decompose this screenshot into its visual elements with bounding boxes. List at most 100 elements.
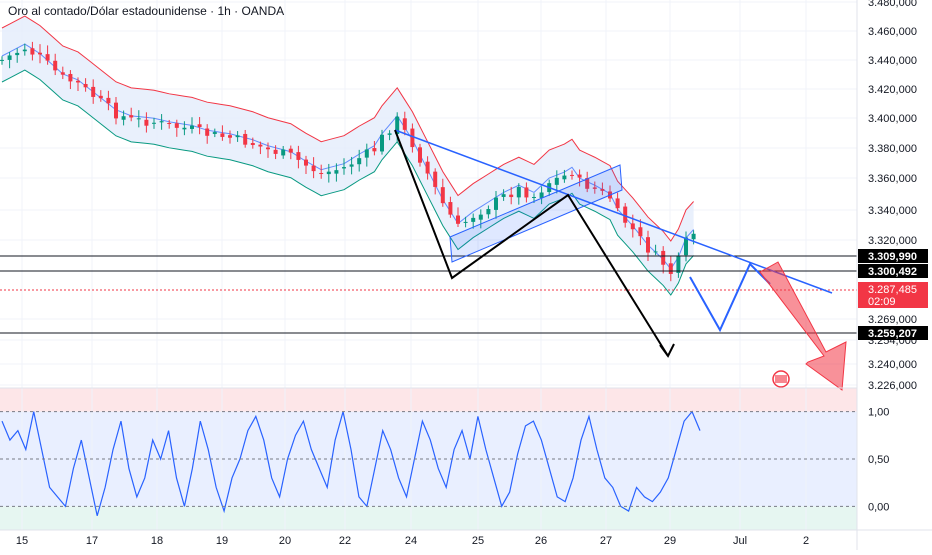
candle-body bbox=[152, 122, 156, 124]
candle-body bbox=[456, 215, 460, 224]
candle-body bbox=[190, 125, 194, 129]
y-tick-label: 3.420,000 bbox=[868, 84, 917, 96]
candle-body bbox=[311, 165, 316, 172]
candle-body bbox=[212, 132, 217, 134]
countdown-label: 02:09 bbox=[868, 296, 896, 308]
candle-body bbox=[60, 72, 65, 75]
x-tick-label: 24 bbox=[405, 535, 417, 547]
x-tick-label: 29 bbox=[664, 535, 676, 547]
oscillator-line bbox=[1, 410, 701, 516]
candle-body bbox=[349, 164, 354, 167]
candle-body bbox=[585, 178, 590, 189]
candle-body bbox=[357, 158, 362, 165]
candle-body bbox=[7, 55, 12, 60]
candle-body bbox=[68, 73, 73, 82]
candle-body bbox=[630, 223, 635, 230]
candle-body bbox=[174, 123, 179, 128]
level-label: 3.309,990 bbox=[868, 251, 917, 263]
band-lower-line bbox=[1, 69, 694, 296]
level-label-bg bbox=[858, 326, 928, 340]
x-tick-label: 26 bbox=[535, 535, 547, 547]
candle-body bbox=[577, 174, 582, 178]
candle-body bbox=[15, 52, 20, 56]
candle-body bbox=[501, 194, 506, 197]
y-tick-label: 3.380,000 bbox=[868, 143, 917, 155]
chart-title: Oro al contado/Dólar estadounidense · 1h… bbox=[8, 4, 285, 18]
candle-body bbox=[53, 60, 58, 71]
candle-body bbox=[114, 102, 118, 119]
candle-body bbox=[676, 256, 681, 273]
x-tick-label: 19 bbox=[216, 535, 228, 547]
candle-body bbox=[448, 202, 453, 215]
x-tick-label: 2 bbox=[803, 535, 809, 547]
level-label: 3.259,207 bbox=[868, 328, 917, 340]
candle-body bbox=[129, 115, 134, 118]
candle-body bbox=[159, 121, 164, 123]
candle-body bbox=[243, 133, 248, 145]
candle-body bbox=[615, 198, 620, 209]
candle-body bbox=[167, 122, 172, 124]
candle-body bbox=[691, 233, 696, 240]
x-tick-label: 20 bbox=[279, 535, 291, 547]
candle-body bbox=[228, 135, 232, 138]
candle-body bbox=[524, 187, 529, 198]
y-tick-label: 3.320,000 bbox=[868, 235, 917, 247]
candle-body bbox=[342, 167, 346, 169]
y-tick-label: 3.226,000 bbox=[868, 380, 917, 392]
candle-body bbox=[554, 177, 559, 185]
candle-body bbox=[387, 133, 392, 135]
x-tick-label: 17 bbox=[86, 535, 98, 547]
candle-body bbox=[410, 128, 415, 148]
x-tick-label: 27 bbox=[600, 535, 612, 547]
candle-body bbox=[486, 209, 491, 215]
candle-body bbox=[182, 127, 187, 130]
candle-body bbox=[91, 86, 96, 97]
candle-body bbox=[684, 237, 688, 256]
current-price-label-bg bbox=[858, 282, 928, 308]
bearish-arrow bbox=[759, 261, 847, 391]
candle-body bbox=[570, 174, 574, 176]
level-label-bg bbox=[858, 249, 928, 263]
candle-body bbox=[144, 119, 149, 126]
osc-tick-label: 1,00 bbox=[868, 407, 889, 419]
x-tick-label: Jul bbox=[733, 535, 747, 547]
level-label: 3.300,492 bbox=[868, 266, 917, 278]
candle-body bbox=[304, 159, 308, 166]
candle-body bbox=[623, 206, 628, 223]
rising-channel bbox=[449, 164, 623, 263]
x-tick-label: 22 bbox=[339, 535, 351, 547]
zigzag-arrowhead bbox=[659, 343, 675, 358]
osc-tick-label: 0,00 bbox=[868, 501, 889, 513]
candle-body bbox=[364, 149, 369, 158]
candle-body bbox=[478, 214, 483, 220]
candle-body bbox=[296, 152, 301, 160]
candle-body bbox=[509, 194, 514, 198]
candle-body bbox=[494, 197, 498, 210]
candle-body bbox=[653, 251, 658, 253]
x-tick-label: 15 bbox=[16, 535, 28, 547]
trendline bbox=[394, 129, 833, 294]
y-tick-label: 3.440,000 bbox=[868, 55, 917, 67]
candle-body bbox=[592, 187, 597, 189]
candle-body bbox=[30, 48, 35, 55]
candle-body bbox=[638, 227, 643, 237]
zigzag-pattern bbox=[394, 129, 669, 357]
candle-body bbox=[516, 186, 521, 198]
osc-overbought-zone bbox=[0, 388, 857, 412]
candle-body bbox=[83, 83, 88, 88]
candle-body bbox=[380, 134, 384, 152]
y-tick-label: 3.360,000 bbox=[868, 173, 917, 185]
candle-body bbox=[372, 148, 377, 152]
x-tick-label: 18 bbox=[151, 535, 163, 547]
candle-body bbox=[471, 217, 476, 222]
candle-body bbox=[433, 171, 438, 187]
candle-body bbox=[532, 196, 536, 198]
candle-body bbox=[319, 172, 324, 174]
x-tick-label: 25 bbox=[472, 535, 484, 547]
level-label-bg bbox=[858, 264, 928, 278]
candle-body bbox=[661, 250, 666, 265]
candle-body bbox=[235, 135, 240, 138]
candle-body bbox=[600, 188, 605, 191]
